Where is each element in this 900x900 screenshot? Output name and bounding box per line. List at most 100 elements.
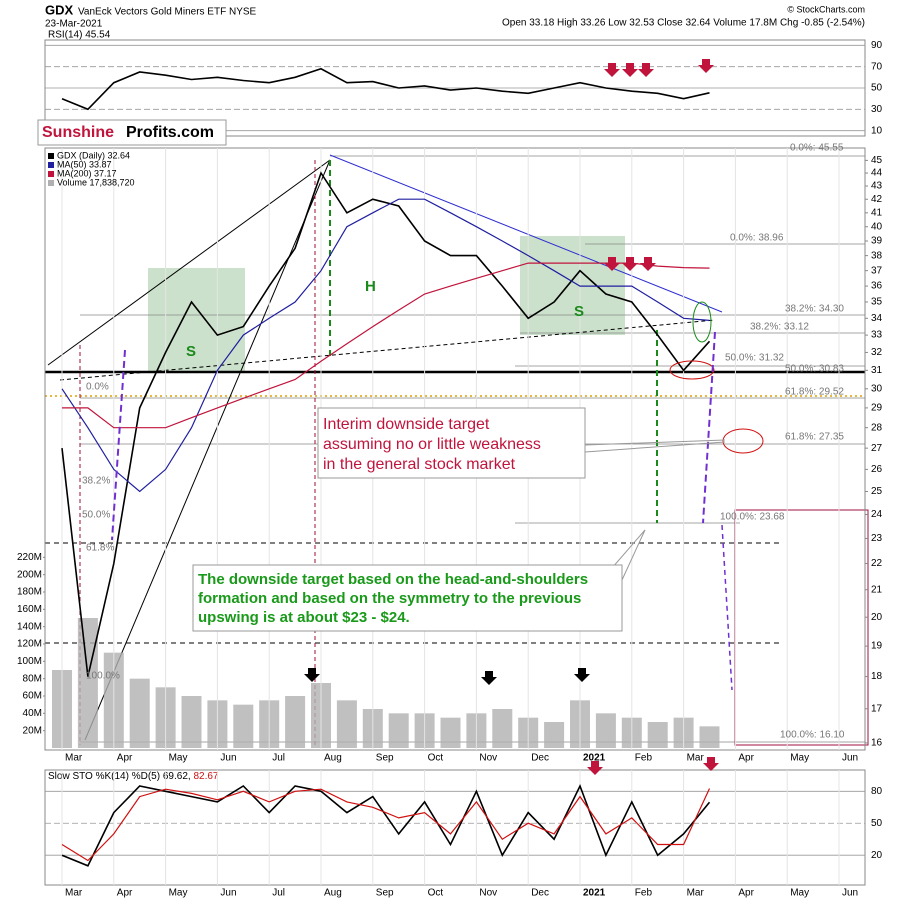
arrow bbox=[604, 63, 620, 77]
callout-box bbox=[317, 407, 586, 479]
callout-text: Interim downside target bbox=[323, 416, 490, 433]
legend-entry: 69.62, bbox=[163, 771, 191, 782]
y-tick-label: 80 bbox=[871, 786, 883, 797]
y-tick-label: 18 bbox=[871, 671, 883, 682]
y-tick-label: 43 bbox=[871, 181, 883, 192]
y-tick-label: 20 bbox=[871, 850, 883, 861]
source: © StockCharts.com bbox=[787, 4, 865, 14]
callout-pointer bbox=[621, 529, 646, 581]
x-tick-label: Jun bbox=[842, 888, 858, 899]
y-tick-label: 16 bbox=[871, 738, 883, 749]
legend-entry: MA(200) 37.17 bbox=[57, 168, 117, 178]
x-tick-label: Dec bbox=[531, 888, 549, 899]
callout-pointer bbox=[584, 439, 726, 446]
arrow bbox=[481, 671, 497, 685]
callout-pointer bbox=[611, 529, 646, 569]
arrow bbox=[604, 257, 620, 271]
y-tick-label: 44 bbox=[871, 168, 883, 179]
logo-text: Profits.com bbox=[126, 124, 214, 141]
projection bbox=[111, 349, 126, 541]
volume-bar bbox=[544, 722, 565, 748]
arrow bbox=[587, 761, 603, 775]
x-tick-label: Feb bbox=[635, 753, 653, 764]
y2-tick-label: 200M bbox=[17, 569, 42, 580]
x-tick-label: Jul bbox=[272, 753, 285, 764]
arrow bbox=[638, 63, 654, 77]
callout-text: in the general stock market bbox=[323, 456, 516, 473]
y-tick-label: 42 bbox=[871, 194, 883, 205]
y2-tick-label: 60M bbox=[23, 691, 42, 702]
y-tick-label: 50 bbox=[871, 818, 883, 829]
x-tick-label: May bbox=[169, 753, 188, 764]
y-tick-label: 36 bbox=[871, 281, 883, 292]
x-tick-label: Aug bbox=[324, 888, 342, 899]
y-tick-label: 26 bbox=[871, 464, 883, 475]
y-tick-label: 20 bbox=[871, 612, 883, 623]
fib-label: 50.0% bbox=[82, 510, 110, 521]
series-line bbox=[61, 198, 710, 493]
y-tick-label: 35 bbox=[871, 297, 883, 308]
arrow bbox=[622, 257, 638, 271]
arrow bbox=[574, 668, 590, 682]
x-tick-label: Oct bbox=[428, 753, 444, 764]
x-tick-label: Sep bbox=[376, 888, 394, 899]
arrow bbox=[698, 59, 714, 73]
background-annotations bbox=[45, 154, 869, 746]
y-tick-label: 90 bbox=[871, 40, 883, 51]
volume-bar bbox=[336, 700, 357, 748]
y2-tick-label: 120M bbox=[17, 639, 42, 650]
callout-text: The downside target based on the head-an… bbox=[198, 571, 588, 588]
fib-label: 61.8%: 27.35 bbox=[785, 432, 844, 443]
logo-box bbox=[37, 119, 227, 146]
overlay-annotations: Sunshine Profits.com H S S Interim downs… bbox=[37, 59, 764, 775]
trend-line bbox=[47, 159, 331, 366]
series-line bbox=[61, 67, 710, 111]
volume-bar bbox=[388, 713, 409, 748]
volume-bar bbox=[77, 618, 98, 748]
y2-tick-label: 40M bbox=[23, 708, 42, 719]
target-ellipse bbox=[722, 428, 764, 454]
x-tick-label: Apr bbox=[117, 888, 133, 899]
callout-box bbox=[192, 564, 623, 632]
x-tick-label: 2021 bbox=[583, 888, 606, 899]
x-tick-label: 2021 bbox=[583, 753, 606, 764]
y-tick-label: 30 bbox=[871, 104, 883, 115]
y-tick-label: 10 bbox=[871, 125, 883, 136]
trend-line bbox=[329, 154, 723, 313]
highlight-ellipse bbox=[692, 301, 712, 343]
fib-label: 61.8%: 29.52 bbox=[785, 387, 844, 398]
x-tick-label: Apr bbox=[738, 888, 754, 899]
y-tick-label: 23 bbox=[871, 533, 883, 544]
callout-pointer bbox=[584, 441, 726, 453]
y2-tick-label: 20M bbox=[23, 725, 42, 736]
callout-text: upswing is at about $23 - $24. bbox=[198, 609, 410, 626]
y-tick-label: 29 bbox=[871, 403, 883, 414]
x-tick-label: Feb bbox=[635, 888, 653, 899]
y-tick-label: 22 bbox=[871, 558, 883, 569]
y-tick-label: 37 bbox=[871, 265, 883, 276]
y2-tick-label: 80M bbox=[23, 673, 42, 684]
volume-bar bbox=[699, 726, 720, 748]
pattern-label: S bbox=[186, 343, 196, 360]
fib-label: 100.0%: 16.10 bbox=[780, 730, 845, 741]
x-tick-label: May bbox=[790, 888, 809, 899]
y2-tick-label: 160M bbox=[17, 604, 42, 615]
volume-bar bbox=[440, 717, 461, 748]
shoulder-box bbox=[148, 268, 245, 372]
x-tick-label: Jun bbox=[842, 753, 858, 764]
sto-title: Slow STO %K(14) %D(5) 69.62, 82.67 bbox=[48, 771, 219, 782]
callout-text: assuming no or little weakness bbox=[323, 436, 541, 453]
price-panel bbox=[44, 147, 866, 751]
series-line bbox=[62, 262, 710, 429]
y-tick-label: 31 bbox=[871, 365, 883, 376]
x-tick-label: May bbox=[169, 888, 188, 899]
legend-swatch bbox=[48, 171, 54, 177]
fib-label: 38.2% bbox=[82, 476, 110, 487]
x-tick-label: Dec bbox=[531, 753, 549, 764]
fib-label: 50.0%: 31.32 bbox=[725, 353, 784, 364]
y-tick-label: 19 bbox=[871, 641, 883, 652]
fib-label: 100.0%: 23.68 bbox=[720, 512, 785, 523]
fib-label: 38.2%: 33.12 bbox=[750, 322, 809, 333]
volume-bar bbox=[647, 722, 668, 748]
